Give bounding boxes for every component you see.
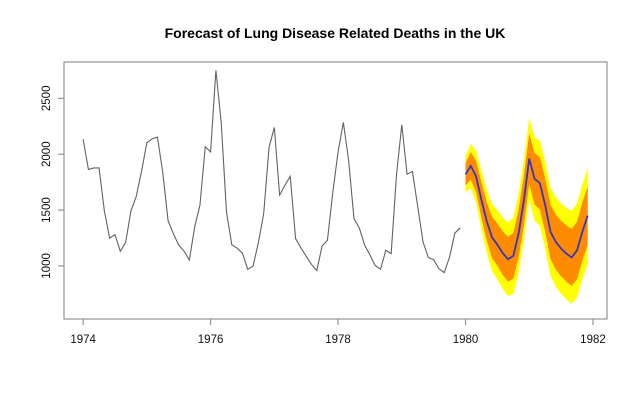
x-tick-label: 1980 [453,334,479,346]
x-tick-label: 1982 [580,334,606,346]
x-tick-label: 1974 [70,334,96,346]
forecast-line [464,158,589,261]
history-line [82,70,461,274]
x-tick-label: 1976 [198,334,224,346]
y-tick-label: 1500 [41,197,53,223]
x-tick-label: 1978 [325,334,351,346]
prediction-bands [465,117,588,304]
plot-box [63,61,608,320]
y-tick-label: 2500 [41,86,53,112]
chart-title: Forecast of Lung Disease Related Deaths … [165,25,506,41]
y-tick-label: 1000 [41,253,53,279]
y-axis: 1000 1500 2000 2500 [41,86,64,279]
x-axis: 1974 1976 1978 1980 1982 [70,319,606,346]
y-tick-label: 2000 [41,141,53,167]
band-80-percent-interval [465,133,588,287]
